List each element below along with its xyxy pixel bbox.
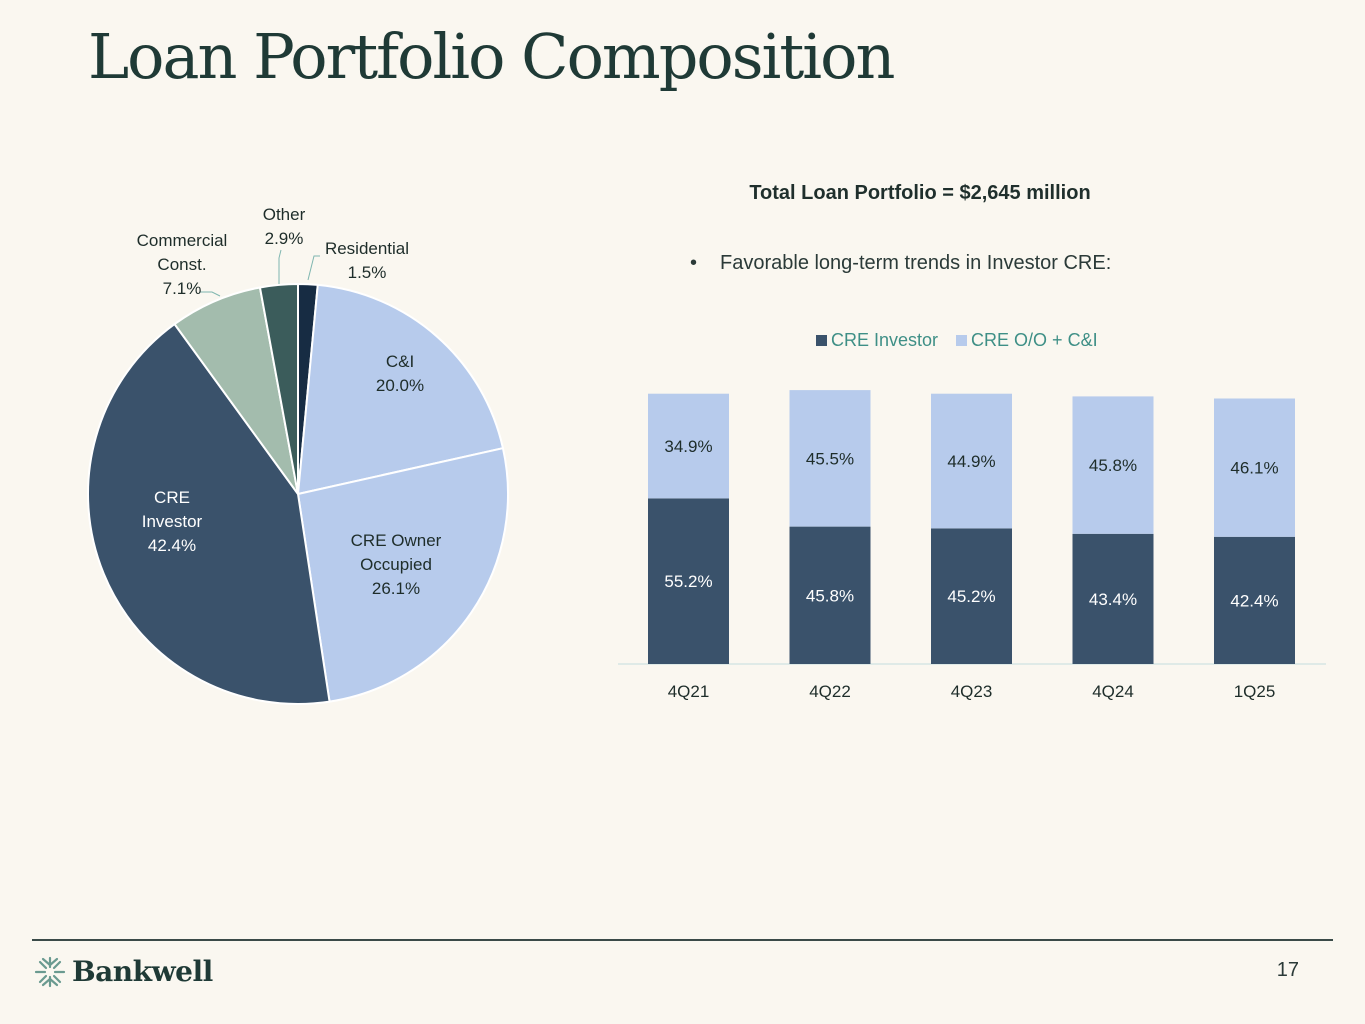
bar-label-cre-oo-ci-4Q23: 44.9% <box>947 452 995 471</box>
page-title: Loan Portfolio Composition <box>88 20 895 93</box>
bar-cre-investor-4Q21 <box>648 498 729 664</box>
pie-label-cre_investor: CRE Investor 42.4% <box>142 488 203 555</box>
bar-label-cre-oo-ci-4Q24: 45.8% <box>1089 456 1137 475</box>
x-tick-label-4Q22: 4Q22 <box>809 682 851 701</box>
bar-label-cre-investor-4Q24: 43.4% <box>1089 590 1137 609</box>
legend-label-cre-investor: CRE Investor <box>831 330 939 350</box>
legend-swatch-cre-oo-ci <box>956 335 968 346</box>
total-portfolio-label: Total Loan Portfolio = $2,645 million <box>749 182 1091 204</box>
bar-cre-oo-ci-1Q25 <box>1214 398 1295 537</box>
x-tick-label-1Q25: 1Q25 <box>1234 682 1276 701</box>
page-number: 17 <box>1276 959 1299 981</box>
legend-item-cre-oo-ci: CRE O/O + C&I <box>956 330 1098 351</box>
bar-cre-oo-ci-4Q23 <box>931 393 1012 529</box>
bar-cre-investor-4Q23 <box>931 528 1012 664</box>
pie-label-cre_owner: CRE Owner Occupied 26.1% <box>351 531 442 598</box>
bullet-point: • Favorable long-term trends in Investor … <box>690 252 1111 275</box>
pie-slice-cre_owner <box>296 446 509 703</box>
bar-cre-oo-ci-4Q24 <box>1072 396 1154 534</box>
pie-label-ci: C&I 20.0% <box>376 352 424 395</box>
bankwell-logo: Bankwell <box>34 955 213 988</box>
bar-chart: 55.2% 34.9% 4Q21 45.8% 45.5% 4Q22 45.2% 44.9% 4Q… <box>618 390 1326 701</box>
bar-label-cre-investor-4Q21: 55.2% <box>664 572 712 591</box>
pie-slice-ci <box>296 283 505 496</box>
pie-leader-commercial_const <box>200 291 221 297</box>
bar-cre-investor-4Q22 <box>789 526 871 664</box>
bullet-text: Favorable long-term trends in Investor C… <box>720 252 1112 274</box>
legend-item-cre-investor: CRE Investor <box>816 330 938 351</box>
bankwell-logo-icon <box>34 956 66 987</box>
bar-cre-oo-ci-4Q21 <box>648 393 729 499</box>
pie-slice-other <box>258 282 299 495</box>
bar-label-cre-investor-4Q23: 45.2% <box>947 587 995 606</box>
bar-cre-investor-1Q25 <box>1214 536 1295 664</box>
pie-slice-cre_investor <box>87 322 331 705</box>
bar-label-cre-oo-ci-4Q22: 45.5% <box>806 449 854 468</box>
bullet-dot: • <box>690 252 698 274</box>
bar-label-cre-investor-4Q22: 45.8% <box>806 586 854 605</box>
footer-divider <box>32 939 1333 941</box>
pie-label-commercial_const: Commercial Const. 7.1% <box>137 231 228 298</box>
x-tick-label-4Q24: 4Q24 <box>1092 682 1134 701</box>
pie-leader-residential <box>307 255 320 281</box>
x-tick-label-4Q23: 4Q23 <box>951 682 993 701</box>
bar-legend: CRE Investor CRE O/O + C&I <box>816 330 1098 351</box>
pie-label-other: Other 2.9% <box>263 205 306 248</box>
pie-label-residential: Residential 1.5% <box>325 239 409 282</box>
bankwell-logo-text: Bankwell <box>72 955 213 988</box>
bar-label-cre-investor-1Q25: 42.4% <box>1230 591 1278 610</box>
bar-label-cre-oo-ci-4Q21: 34.9% <box>664 437 712 456</box>
pie-chart: Residential 1.5% C&I 20.0% CRE Owner Occupied… <box>87 205 509 705</box>
bar-cre-oo-ci-4Q22 <box>789 390 871 527</box>
bar-label-cre-oo-ci-1Q25: 46.1% <box>1230 459 1278 478</box>
legend-label-cre-oo-ci: CRE O/O + C&I <box>971 330 1098 350</box>
bar-cre-investor-4Q24 <box>1072 533 1154 664</box>
pie-leader-other <box>278 249 282 284</box>
legend-swatch-cre-investor <box>816 335 827 346</box>
x-tick-label-4Q21: 4Q21 <box>668 682 710 701</box>
